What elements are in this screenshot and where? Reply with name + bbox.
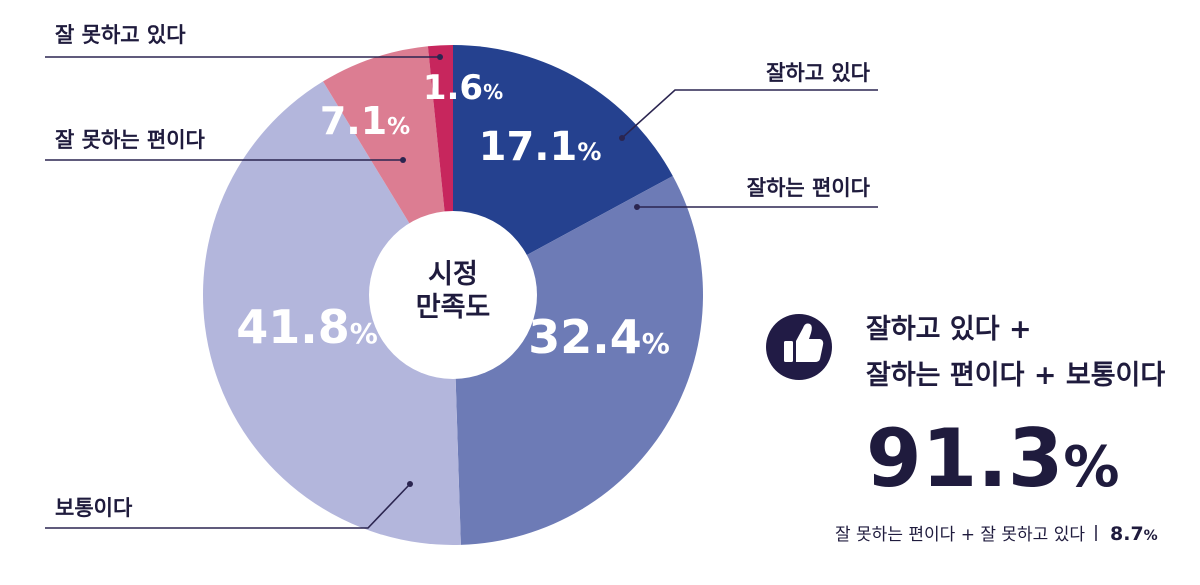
percent-value: 1.6 [423,68,483,108]
category-label-fairly-poor: 잘 못하는 편이다 [55,128,206,152]
percent-symbol: % [350,317,378,350]
percent-symbol: % [577,138,601,166]
percent-label-fairly-good: 32.4% [528,310,670,364]
category-label-good: 잘하고 있다 [766,61,871,85]
percent-label-poor: 1.6% [423,68,503,108]
summary-sub-text: 잘 못하는 편이다 + 잘 못하고 있다 [835,525,1085,545]
percent-value: 41.8 [236,300,350,354]
summary-total: 91.3% [866,412,1120,505]
summary-total-symbol: % [1063,435,1119,500]
leader-line-average [45,483,411,529]
leader-dot-poor [437,54,443,60]
summary-sub-value-number: 8.7 [1110,523,1144,545]
percent-labels: 17.1%32.4%41.8%7.1%1.6% [236,68,670,364]
leader-dot-average [407,481,413,487]
percent-value: 17.1 [479,124,578,170]
leader-dot-fairly-poor [400,157,406,163]
summary-line-2: 잘하는 편이다 + 보통이다 [866,360,1165,391]
summary-line-1: 잘하고 있다 + [866,314,1032,345]
leader-dot-fairly-good [634,204,640,210]
center-label-line-2: 만족도 [416,292,491,323]
center-label-line-1: 시정 [428,259,478,290]
percent-label-fairly-poor: 7.1% [320,99,410,143]
summary-total-value: 91.3 [866,412,1063,505]
percent-symbol: % [387,114,410,140]
leader-dot-good [619,135,625,141]
summary-sub-value-symbol: % [1144,528,1158,544]
percent-label-good: 17.1% [479,124,602,170]
category-label-poor: 잘 못하고 있다 [55,23,186,47]
percent-symbol: % [483,80,503,104]
thumbs-up-icon [766,314,832,380]
leader-lines [45,54,878,529]
percent-value: 7.1 [320,99,387,143]
percent-value: 32.4 [528,310,642,364]
percent-symbol: % [642,327,670,360]
summary-sub-value: 8.7% [1110,523,1158,545]
percent-label-average: 41.8% [236,300,378,354]
category-label-average: 보통이다 [55,496,133,520]
summary-panel: 잘하고 있다 + 잘하는 편이다 + 보통이다 91.3% 잘 못하는 편이다 … [766,314,1165,545]
pie-slice-average [202,81,461,546]
leader-line-good [621,89,878,139]
donut-hole [369,211,537,379]
category-label-fairly-good: 잘하는 편이다 [747,176,871,200]
